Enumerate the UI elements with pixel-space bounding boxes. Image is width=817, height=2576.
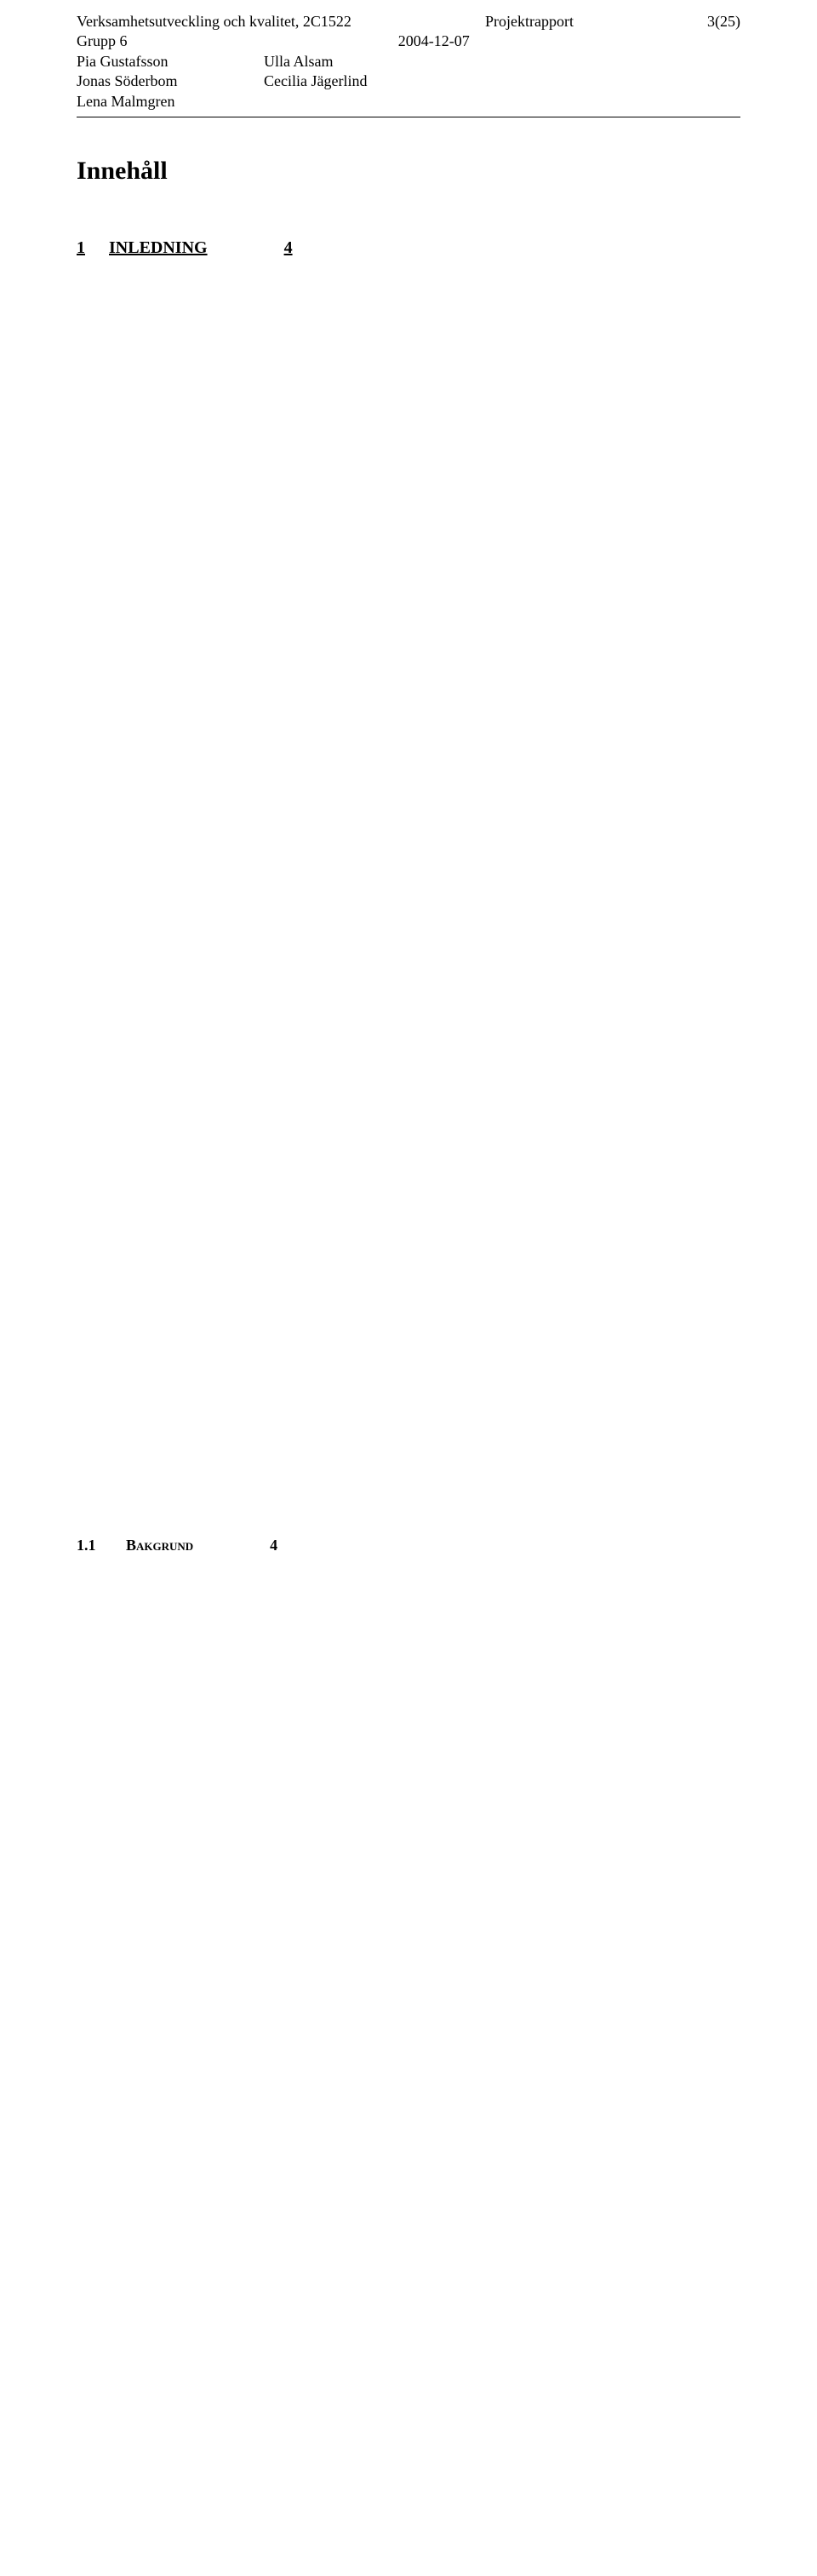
author-row-2: Lena Malmgren	[77, 92, 740, 112]
header-pagemark: 3(25)	[707, 12, 740, 31]
toc-entry: 1.1Bakgrund4	[77, 1525, 740, 2576]
author-right-1: Cecilia Jägerlind	[264, 72, 367, 91]
toc-number: 1.1	[77, 1537, 126, 1554]
author-left-1: Jonas Söderbom	[77, 72, 264, 91]
header-course: Verksamhetsutveckling och kvalitet, 2C15…	[77, 12, 351, 31]
toc-entry: 1INLEDNING4	[77, 226, 740, 1514]
toc-page: 4	[208, 226, 740, 1514]
header-date: 2004-12-07	[398, 31, 470, 51]
header-group: Grupp 6	[77, 31, 128, 51]
toc-label: Bakgrund	[126, 1537, 193, 1554]
header-line-2: Grupp 6 2004-12-07	[77, 31, 740, 51]
toc-entry-left: 1.1Bakgrund	[77, 1537, 193, 1554]
page-title: Innehåll	[77, 157, 740, 186]
author-row-0: Pia Gustafsson Ulla Alsam	[77, 52, 740, 72]
header-line-1: Verksamhetsutveckling och kvalitet, 2C15…	[77, 12, 740, 31]
toc-number: 1	[77, 238, 109, 258]
author-left-0: Pia Gustafsson	[77, 52, 264, 72]
toc-label: INLEDNING	[109, 238, 208, 258]
toc-entry-left: 1INLEDNING	[77, 238, 208, 258]
toc-page: 4	[193, 1525, 740, 2576]
author-right-0: Ulla Alsam	[264, 52, 334, 72]
header-report: Projektrapport	[485, 12, 574, 31]
table-of-contents: 1INLEDNING41.1Bakgrund41.2Syfte41.3Dispo…	[77, 226, 740, 2576]
author-left-2: Lena Malmgren	[77, 92, 264, 112]
document-page: Verksamhetsutveckling och kvalitet, 2C15…	[0, 0, 817, 2576]
author-row-1: Jonas Söderbom Cecilia Jägerlind	[77, 72, 740, 91]
